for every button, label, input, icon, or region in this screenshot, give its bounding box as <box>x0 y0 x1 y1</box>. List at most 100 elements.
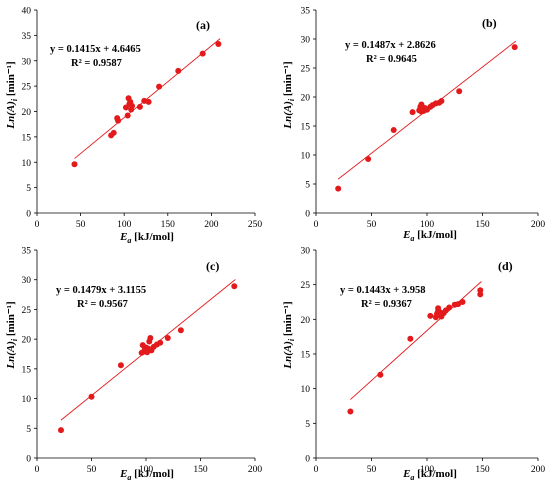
y-tick-label: 20 <box>301 316 311 326</box>
x-axis-title: Ea [kJ/mol] <box>402 468 457 482</box>
data-point <box>477 287 484 294</box>
x-tick-label: 150 <box>475 465 490 475</box>
y-tick-label: 0 <box>26 455 31 465</box>
x-tick-label: 200 <box>531 220 546 230</box>
x-tick-label: 100 <box>139 465 154 475</box>
x-tick-label: 50 <box>76 220 86 230</box>
panel-label: (c) <box>206 259 219 273</box>
trendline <box>74 38 221 159</box>
data-point <box>175 67 182 74</box>
y-tick-label: 30 <box>301 247 311 257</box>
data-point <box>124 112 131 119</box>
x-tick-label: 150 <box>193 465 208 475</box>
x-tick-label: 250 <box>248 220 263 230</box>
y-tick-label: 5 <box>305 420 310 430</box>
data-point <box>71 161 78 168</box>
x-tick-label: 200 <box>248 465 263 475</box>
x-tick-label: 0 <box>314 220 319 230</box>
data-point <box>231 283 238 290</box>
y-tick-label: 15 <box>301 351 311 361</box>
r-squared-label: R² = 0.9367 <box>361 299 412 310</box>
data-point <box>129 102 136 109</box>
y-tick-label: 0 <box>305 210 310 220</box>
panel-b: 0 5 10 15 20 25 30 35 0 50 100 150 200 y = 0.1487x + … <box>282 7 545 244</box>
data-point <box>409 109 416 116</box>
data-point <box>156 83 163 90</box>
y-tick-label: 25 <box>22 306 32 316</box>
panel-label: (a) <box>196 18 210 32</box>
y-tick-label: 5 <box>26 184 31 194</box>
y-tick-label: 30 <box>22 57 32 67</box>
data-point <box>215 41 222 48</box>
y-tick-label: 10 <box>301 152 311 162</box>
y-tick-label: 40 <box>22 7 32 17</box>
y-tick-label: 20 <box>22 336 32 346</box>
y-tick-label: 30 <box>301 36 311 46</box>
y-tick-label: 20 <box>22 108 32 118</box>
data-point <box>511 44 518 51</box>
data-point <box>365 156 372 163</box>
data-point <box>407 335 414 342</box>
y-tick-label: 35 <box>22 247 32 257</box>
trendline-equation: y = 0.1479x + 3.1155 <box>56 285 146 296</box>
y-tick-label: 0 <box>305 455 310 465</box>
data-point <box>57 427 64 434</box>
y-tick-label: 0 <box>26 210 31 220</box>
data-point <box>335 185 342 192</box>
data-point <box>136 103 143 110</box>
data-point <box>88 393 95 400</box>
data-point <box>390 127 397 134</box>
y-tick-label: 10 <box>22 159 32 169</box>
x-tick-label: 0 <box>35 220 40 230</box>
y-axis-title: Ln(A)i [min⁻¹] <box>282 61 296 129</box>
x-tick-label: 100 <box>117 220 132 230</box>
panel-label: (d) <box>498 259 513 273</box>
data-point <box>477 291 484 298</box>
y-axis-title: Ln(A)i [min⁻¹] <box>282 301 296 369</box>
data-point <box>157 339 164 346</box>
r-squared-label: R² = 0.9645 <box>366 54 417 65</box>
y-tick-label: 5 <box>305 181 310 191</box>
y-tick-label: 25 <box>22 83 32 93</box>
x-tick-label: 100 <box>420 220 435 230</box>
y-tick-label: 30 <box>22 276 32 286</box>
y-tick-label: 35 <box>22 32 32 42</box>
x-tick-label: 200 <box>204 220 219 230</box>
data-point <box>115 117 122 124</box>
x-tick-label: 100 <box>420 465 435 475</box>
y-axis-title: Ln(A)i [min⁻¹] <box>5 301 19 369</box>
x-axis-title: Ea [kJ/mol] <box>119 468 174 482</box>
panel-label: (b) <box>482 16 497 30</box>
y-tick-label: 10 <box>301 385 311 395</box>
y-tick-label: 25 <box>301 281 311 291</box>
data-point <box>199 50 206 57</box>
data-point <box>438 98 445 105</box>
data-point <box>347 408 354 415</box>
trendline-equation: y = 0.1415x + 4.6465 <box>50 44 141 55</box>
x-tick-label: 200 <box>531 465 546 475</box>
x-tick-label: 50 <box>87 465 97 475</box>
y-tick-label: 35 <box>301 7 311 17</box>
trendline <box>350 281 482 400</box>
panel-c: 0 5 10 15 20 25 30 35 0 50 100 150 200 y = 0.1479x + … <box>5 247 262 483</box>
panel-a: 0 5 10 15 20 25 30 35 40 0 50 100 150 200 250 y = 0.141… <box>5 7 262 246</box>
data-point <box>164 334 171 341</box>
y-axis-title: Ln(A)i [min⁻¹] <box>5 61 19 129</box>
data-point <box>459 299 466 305</box>
x-tick-label: 150 <box>161 220 176 230</box>
x-tick-label: 50 <box>367 220 377 230</box>
y-tick-label: 10 <box>22 395 32 405</box>
y-tick-label: 15 <box>22 133 32 143</box>
x-axis-title: Ea [kJ/mol] <box>402 229 457 243</box>
y-tick-label: 25 <box>301 65 311 75</box>
data-point <box>177 327 184 334</box>
trendline-equation: y = 0.1443x + 3.958 <box>340 285 425 296</box>
x-tick-label: 0 <box>35 465 40 475</box>
data-point <box>117 362 124 369</box>
data-point <box>456 88 463 95</box>
data-point <box>377 371 384 378</box>
data-point <box>446 304 453 311</box>
y-tick-label: 15 <box>22 365 32 375</box>
y-tick-label: 20 <box>301 94 311 104</box>
